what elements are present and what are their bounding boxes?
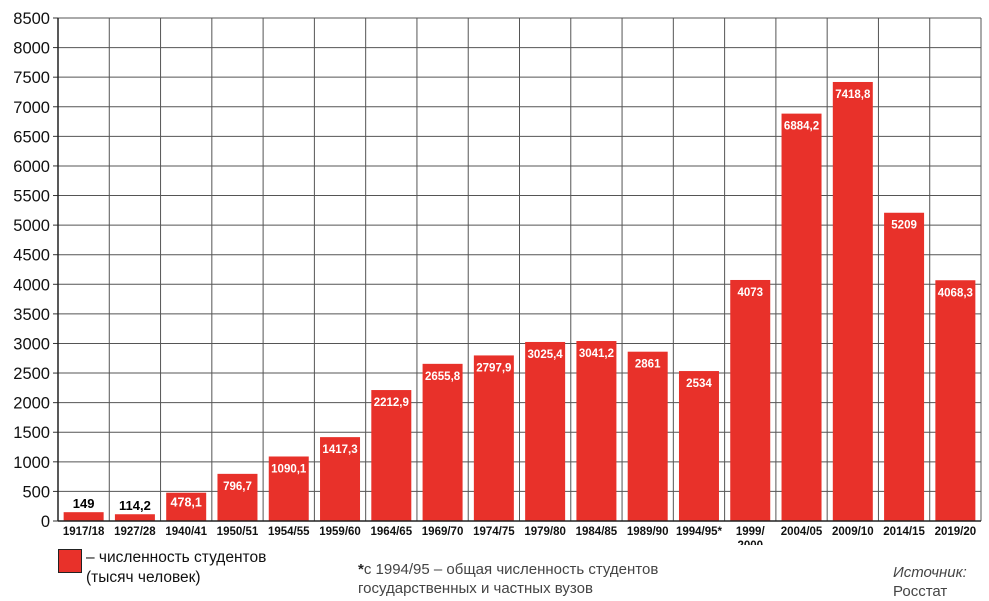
y-tick-label: 4500 — [13, 247, 50, 265]
bar — [730, 279, 771, 521]
bar-value-label: 1090,1 — [271, 463, 307, 475]
x-tick-label: 2014/15 — [883, 526, 925, 538]
bar — [884, 212, 925, 522]
bar-value-label: 149 — [73, 496, 95, 511]
x-tick-label: 1954/55 — [268, 526, 310, 538]
bar-value-label: 478,1 — [171, 496, 202, 510]
bar-value-label: 2534 — [686, 378, 712, 390]
y-tick-label: 8000 — [13, 40, 50, 58]
bar-value-label: 2861 — [635, 359, 661, 371]
source-name: Росстат — [893, 583, 948, 600]
x-tick-label: 1940/41 — [165, 526, 207, 538]
x-tick-label: 2019/20 — [935, 526, 977, 538]
bar — [781, 113, 822, 521]
x-tick-label: 1964/65 — [371, 526, 413, 538]
y-tick-label: 8500 — [13, 10, 50, 28]
y-tick-label: 6000 — [13, 158, 50, 176]
bar-value-label: 1417,3 — [322, 444, 357, 456]
bar — [627, 351, 668, 521]
y-tick-label: 3500 — [13, 306, 50, 324]
bar — [268, 456, 309, 521]
source-note: Источник: Росстат — [893, 563, 967, 601]
bar — [678, 371, 719, 521]
x-tick-label: 1979/80 — [524, 526, 566, 538]
bar — [525, 341, 566, 521]
y-tick-label: 5000 — [13, 217, 50, 235]
bar — [473, 355, 514, 521]
bar-value-label: 7418,8 — [835, 89, 871, 101]
y-tick-label: 1500 — [13, 424, 50, 442]
bar-value-label: 2212,9 — [374, 397, 409, 409]
y-tick-label: 7000 — [13, 99, 50, 117]
bar-chart: 0 500 1000 1500 2000 2500 3000 3500 4000 4500 5000… — [13, 10, 982, 545]
y-tick-label: 7500 — [13, 69, 50, 87]
bar-value-label: 4068,3 — [938, 287, 973, 299]
bar-value-label: 2797,9 — [476, 362, 511, 374]
x-tick-label: 1950/51 — [217, 526, 259, 538]
bar — [935, 280, 976, 521]
y-tick-label: 4000 — [13, 276, 50, 294]
legend: – численность студентов (тысяч человек) — [58, 548, 266, 588]
bar — [832, 81, 873, 521]
x-tick-label-line: 2000 — [737, 540, 763, 545]
bar-value-label: 3025,4 — [528, 349, 564, 361]
y-tick-label: 5500 — [13, 188, 50, 206]
x-tick-label: 1927/28 — [114, 526, 156, 538]
legend-swatch — [58, 549, 82, 573]
x-tick-label: 1969/70 — [422, 526, 464, 538]
bar-value-label: 796,7 — [223, 481, 252, 493]
x-tick-label: 2004/05 — [781, 526, 823, 538]
x-tick-label: 1989/90 — [627, 526, 669, 538]
bar — [114, 514, 155, 521]
y-tick-label: 2500 — [13, 365, 50, 383]
x-tick-label-line: 1999/ — [736, 526, 766, 538]
bar — [63, 512, 104, 521]
bar — [576, 341, 617, 521]
y-tick-label: 3000 — [13, 335, 50, 353]
y-tick-label: 2000 — [13, 395, 50, 413]
bar-value-label: 5209 — [891, 220, 917, 232]
x-tick-label: 1974/75 — [473, 526, 515, 538]
x-tick-label: 1959/60 — [319, 526, 361, 538]
bar — [320, 437, 361, 521]
footnote-line-1: с 1994/95 – общая численность студентов — [363, 561, 659, 578]
legend-text: – численность студентов (тысяч человек) — [86, 548, 266, 588]
bar-value-label: 3041,2 — [579, 348, 614, 360]
legend-line-1: – численность студентов — [86, 549, 267, 566]
footnote-line-2: государственных и частных вузов — [358, 580, 593, 597]
bar-value-label: 6884,2 — [784, 121, 819, 133]
y-tick-label: 0 — [41, 513, 50, 531]
bar-value-label: 2655,8 — [425, 371, 461, 383]
x-tick-label: 2009/10 — [832, 526, 874, 538]
x-tick-label: 1984/85 — [576, 526, 618, 538]
bar-value-label: 4073 — [737, 287, 763, 299]
x-tick-label: 1994/95* — [676, 526, 723, 538]
bar — [166, 492, 207, 521]
footnote-star: * — [358, 561, 364, 578]
bar — [422, 363, 463, 521]
bar — [371, 390, 412, 521]
source-label: Источник: — [893, 564, 967, 581]
y-tick-label: 6500 — [13, 128, 50, 146]
bar-value-label: 114,2 — [119, 498, 151, 513]
x-tick-label: 1999/2000 — [736, 526, 766, 545]
footnote: *с 1994/95 – общая численность студентов… — [358, 560, 658, 598]
y-tick-label: 1000 — [13, 454, 50, 472]
y-tick-label: 500 — [22, 483, 50, 501]
legend-line-2: (тысяч человек) — [86, 569, 201, 586]
x-tick-label: 1917/18 — [63, 526, 105, 538]
bar — [217, 473, 258, 521]
